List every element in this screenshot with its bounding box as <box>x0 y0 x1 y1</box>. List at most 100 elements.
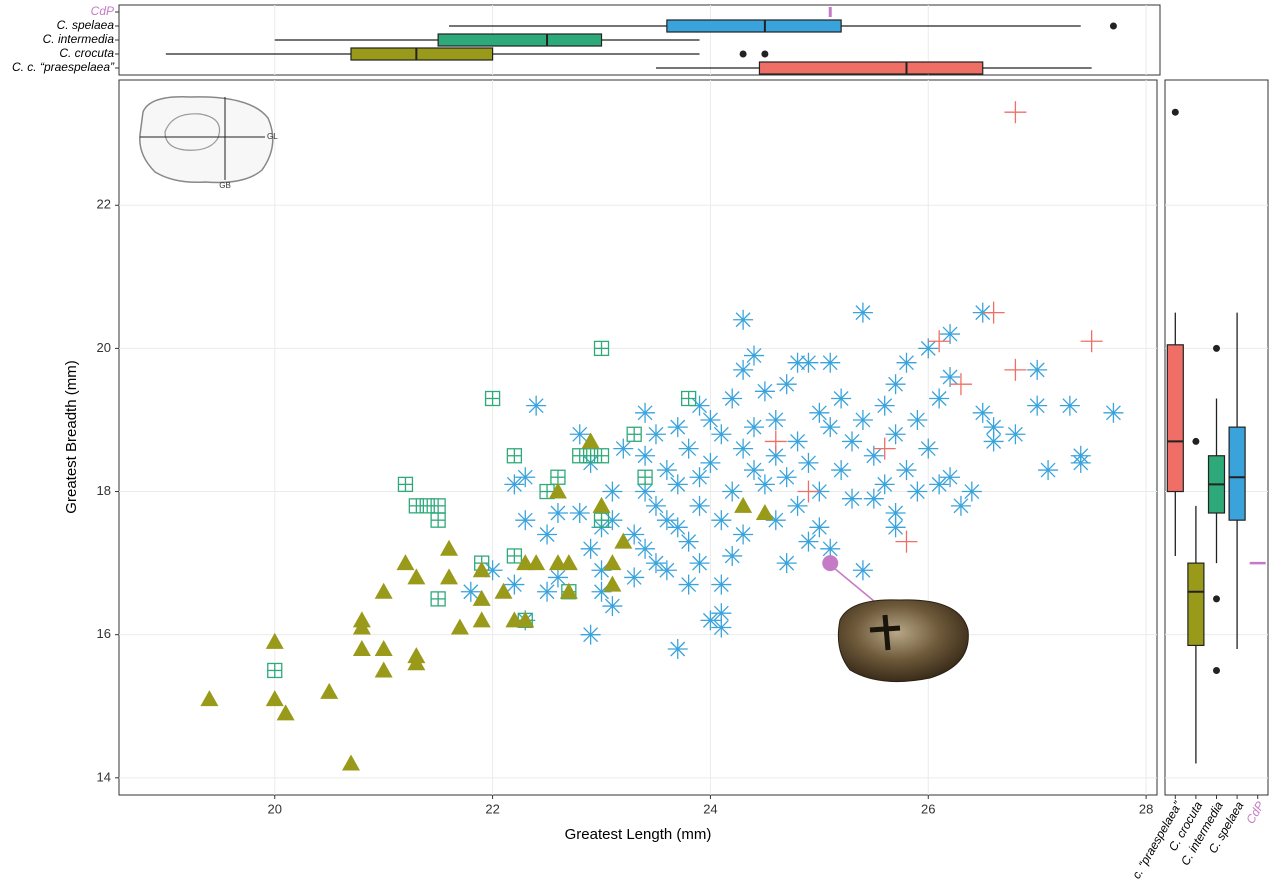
outlier <box>1213 667 1220 674</box>
point <box>973 403 993 423</box>
point <box>722 482 742 502</box>
point <box>690 553 710 573</box>
point <box>777 374 797 394</box>
point <box>1027 360 1047 380</box>
point <box>679 532 699 552</box>
point <box>744 460 764 480</box>
y-axis-title: Greatest Breadth (mm) <box>63 360 80 513</box>
point <box>962 482 982 502</box>
box <box>1188 563 1204 645</box>
point <box>853 410 873 430</box>
y-tick-label: 20 <box>97 340 111 355</box>
point <box>690 467 710 487</box>
point <box>690 496 710 516</box>
tooth-outline <box>140 97 273 183</box>
outlier <box>1213 345 1220 352</box>
point <box>951 496 971 516</box>
point <box>744 346 764 366</box>
point <box>918 439 938 459</box>
point <box>886 424 906 444</box>
point <box>657 560 677 580</box>
point <box>907 410 927 430</box>
point <box>798 532 818 552</box>
x-tick-label: 20 <box>268 801 282 816</box>
point <box>842 489 862 509</box>
point <box>1005 424 1025 444</box>
point <box>635 539 655 559</box>
outlier <box>740 51 747 58</box>
x-tick-label: 24 <box>703 801 717 816</box>
point <box>820 353 840 373</box>
box <box>759 62 982 74</box>
point <box>733 439 753 459</box>
point <box>886 517 906 537</box>
chart: 20222426281416182022CdPC. spelaeaC. inte… <box>0 0 1269 881</box>
point <box>537 582 557 602</box>
point <box>777 553 797 573</box>
box <box>438 34 601 46</box>
point <box>537 524 557 544</box>
x-tick-label: 28 <box>1139 801 1153 816</box>
point <box>831 460 851 480</box>
point <box>798 353 818 373</box>
point <box>875 474 895 494</box>
point <box>820 417 840 437</box>
point <box>711 575 731 595</box>
point <box>831 388 851 408</box>
point <box>886 374 906 394</box>
category-label: C. intermedia <box>43 32 115 46</box>
point <box>1038 460 1058 480</box>
point <box>853 560 873 580</box>
point <box>755 474 775 494</box>
point <box>896 353 916 373</box>
y-tick-label: 22 <box>97 197 111 212</box>
point <box>635 446 655 466</box>
category-label: CdP <box>91 4 114 18</box>
point <box>875 396 895 416</box>
outlier <box>1192 438 1199 445</box>
point <box>929 388 949 408</box>
y-tick-label: 18 <box>97 483 111 498</box>
point <box>570 503 590 523</box>
point <box>602 596 622 616</box>
point <box>733 360 753 380</box>
point <box>679 439 699 459</box>
box <box>1167 345 1183 492</box>
point <box>1071 453 1091 473</box>
point <box>711 603 731 623</box>
point <box>907 482 927 502</box>
point <box>646 424 666 444</box>
category-label: C. c. “praespelaea” <box>12 60 115 74</box>
gl-label: GL <box>267 132 278 141</box>
outlier <box>1110 23 1117 30</box>
point <box>711 424 731 444</box>
box <box>351 48 493 60</box>
point <box>1060 396 1080 416</box>
point <box>1027 396 1047 416</box>
point <box>700 453 720 473</box>
point <box>733 524 753 544</box>
point <box>657 460 677 480</box>
point <box>679 575 699 595</box>
point <box>940 467 960 487</box>
box <box>1229 427 1245 520</box>
point <box>864 489 884 509</box>
category-label: C. crocuta <box>59 46 114 60</box>
point <box>788 496 808 516</box>
point <box>853 303 873 323</box>
point <box>809 403 829 423</box>
point <box>809 517 829 537</box>
point <box>711 510 731 530</box>
outlier <box>1213 595 1220 602</box>
point <box>744 417 764 437</box>
point <box>548 503 568 523</box>
point <box>602 482 622 502</box>
point <box>755 381 775 401</box>
point <box>624 567 644 587</box>
outlier <box>761 51 768 58</box>
point <box>984 431 1004 451</box>
point <box>668 517 688 537</box>
point <box>581 625 601 645</box>
point <box>646 496 666 516</box>
point <box>777 467 797 487</box>
